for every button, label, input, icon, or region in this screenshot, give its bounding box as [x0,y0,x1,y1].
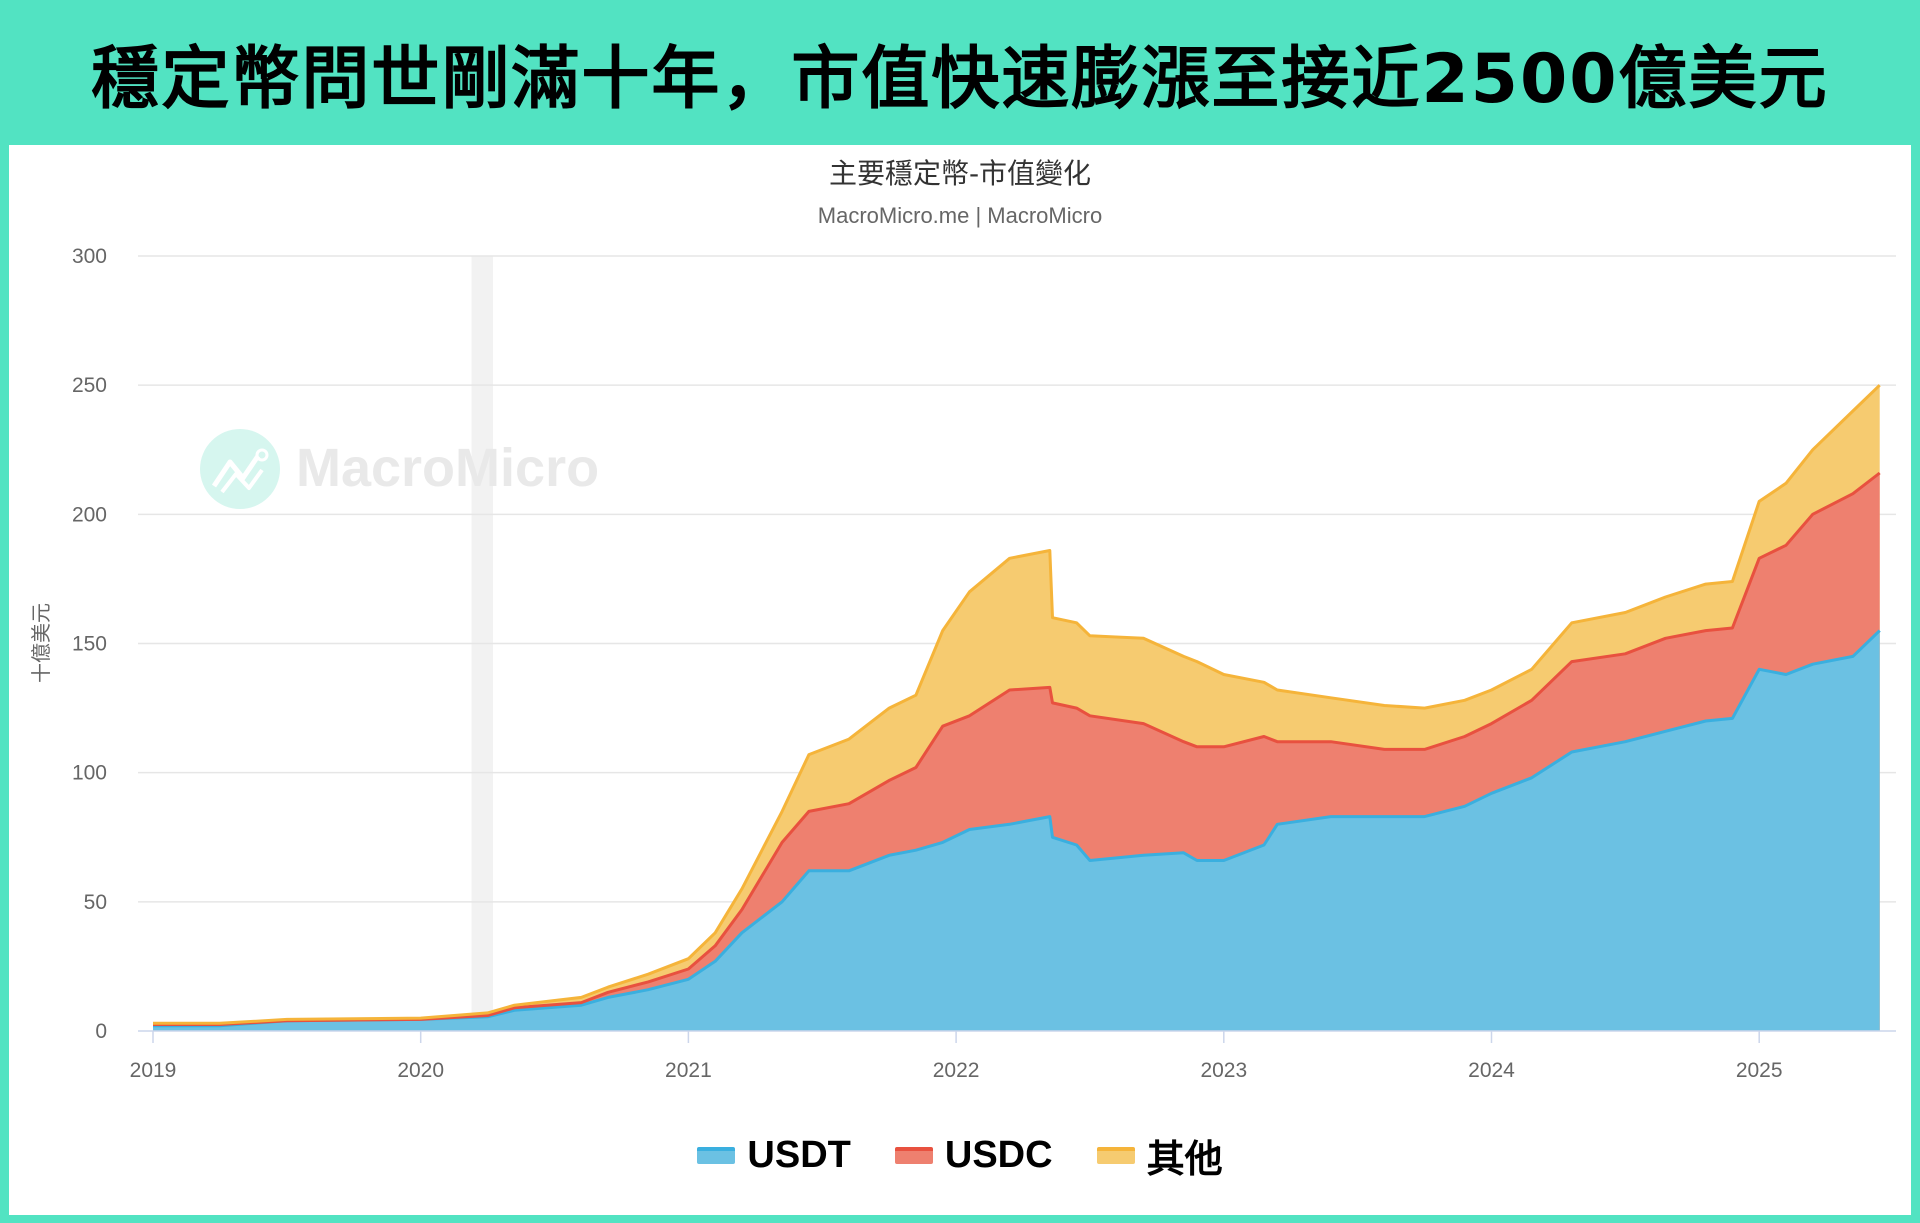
watermark-logo-icon [211,454,261,488]
y-axis-label: 十億美元 [29,603,53,683]
watermark-text: MacroMicro [296,438,599,498]
usdc-swatch-icon [894,1147,933,1164]
y-tick-label: 0 [95,1020,107,1043]
axes: 0 50 100 150 200 250 300 2019 2020 2021 2022 2023 20… [72,245,1896,1082]
chart-title: 主要穩定幣-市值變化 [828,157,1092,190]
y-tick-label: 150 [72,633,107,656]
y-tick-label: 100 [72,762,107,785]
others-swatch-icon [1096,1147,1135,1164]
y-tick-label: 250 [72,374,107,397]
legend-label: 其他 [1146,1139,1223,1181]
x-tick-label: 2021 [665,1059,712,1082]
legend-label: USDT [747,1134,851,1176]
watermark: MacroMicro [200,429,599,509]
x-tick-label: 2022 [933,1059,980,1082]
y-tick-label: 200 [72,503,107,526]
usdt-swatch-icon [697,1147,736,1164]
others-area-line [153,384,1881,1025]
x-tick-label: 2024 [1468,1059,1515,1082]
chart-subtitle: MacroMicro.me | MacroMicro [817,203,1103,228]
usdt-area [153,630,1880,1031]
legend-item-usdc[interactable]: USDC [894,1128,1053,1183]
usdc-area-line [153,471,1881,1026]
y-tick-label: 50 [84,891,107,914]
y-tick-label: 300 [72,245,107,268]
legend-item-usdt[interactable]: USDT [697,1128,851,1183]
usdt-area-line [153,629,1881,1028]
legend: USDT USDC 其他 [0,1128,1920,1183]
legend-label: USDC [944,1134,1053,1176]
x-tick-label: 2025 [1736,1059,1783,1082]
headline: 穩定幣問世剛滿十年，市值快速膨漲至接近2500億美元 [91,40,1829,119]
x-tick-label: 2019 [130,1059,177,1082]
x-tick-label: 2020 [397,1059,444,1082]
x-tick-label: 2023 [1200,1059,1247,1082]
stacked-areas [153,384,1881,1031]
legend-item-others[interactable]: 其他 [1096,1128,1223,1183]
